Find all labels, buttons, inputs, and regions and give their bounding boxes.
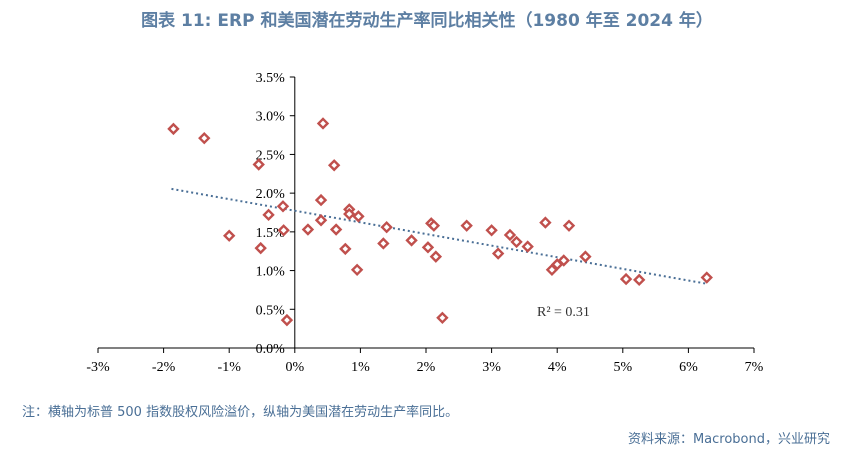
data-point: [491, 247, 505, 260]
data-point: [619, 272, 633, 286]
data-point: [539, 216, 552, 229]
data-point: [429, 250, 443, 263]
data-point: [380, 221, 393, 234]
data-point: [521, 240, 534, 253]
data-point: [280, 313, 294, 327]
y-tick-label: 0.0%: [256, 342, 286, 357]
data-point: [314, 193, 328, 207]
data-point: [223, 229, 236, 242]
data-point: [339, 242, 352, 256]
data-point: [327, 159, 341, 172]
data-point: [350, 263, 364, 276]
y-tick-label: 2.5%: [256, 148, 286, 163]
data-point: [436, 311, 449, 324]
data-point: [405, 234, 418, 247]
x-tick-label: 5%: [613, 360, 632, 375]
data-point: [343, 207, 356, 221]
data-point: [329, 223, 343, 236]
data-point: [633, 273, 646, 287]
x-tick-label: 2%: [417, 360, 436, 375]
data-point: [377, 237, 390, 250]
x-tick-label: 3%: [482, 360, 501, 375]
x-tick-label: 1%: [351, 360, 370, 375]
data-point: [276, 200, 290, 213]
x-tick-label: -2%: [152, 360, 176, 375]
x-tick-label: 0%: [285, 360, 304, 375]
data-point: [252, 158, 265, 171]
y-tick-label: 1.5%: [256, 226, 286, 241]
chart-note: 注：横轴为标普 500 指数股权风险溢价，纵轴为美国潜在劳动生产率同比。: [22, 405, 459, 420]
data-point: [460, 219, 473, 232]
x-tick-label: 7%: [745, 360, 764, 375]
data-point: [562, 219, 576, 232]
data-point: [198, 131, 211, 145]
y-tick-label: 0.5%: [256, 303, 286, 318]
y-tick-label: 3.0%: [256, 110, 286, 125]
data-point: [167, 122, 180, 136]
data-point: [510, 235, 523, 249]
trendline: [171, 187, 707, 285]
data-point: [301, 223, 315, 236]
data-point: [254, 241, 267, 255]
data-point: [557, 254, 570, 267]
data-point: [700, 271, 713, 284]
data-point: [503, 228, 517, 242]
y-tick-label: 2.0%: [256, 187, 286, 202]
r-squared-label: R² = 0.31: [537, 305, 590, 320]
y-tick-label: 1.0%: [256, 265, 286, 280]
x-tick-label: 4%: [548, 360, 567, 375]
chart-title: 图表 11: ERP 和美国潜在劳动生产率同比相关性（1980 年至 2024 …: [141, 11, 713, 31]
x-tick-label: -1%: [218, 360, 242, 375]
data-point: [579, 250, 592, 263]
x-tick-label: 6%: [679, 360, 698, 375]
data-point: [485, 224, 498, 237]
data-point: [277, 224, 290, 237]
y-tick-label: 3.5%: [256, 71, 286, 86]
chart-source: 资料来源：Macrobond，兴业研究: [627, 432, 830, 447]
data-point: [427, 219, 441, 232]
data-point: [262, 208, 275, 222]
data-point: [421, 241, 435, 254]
x-tick-label: -3%: [86, 360, 110, 375]
data-point: [316, 117, 330, 130]
data-point: [314, 214, 328, 227]
data-point: [352, 210, 365, 223]
